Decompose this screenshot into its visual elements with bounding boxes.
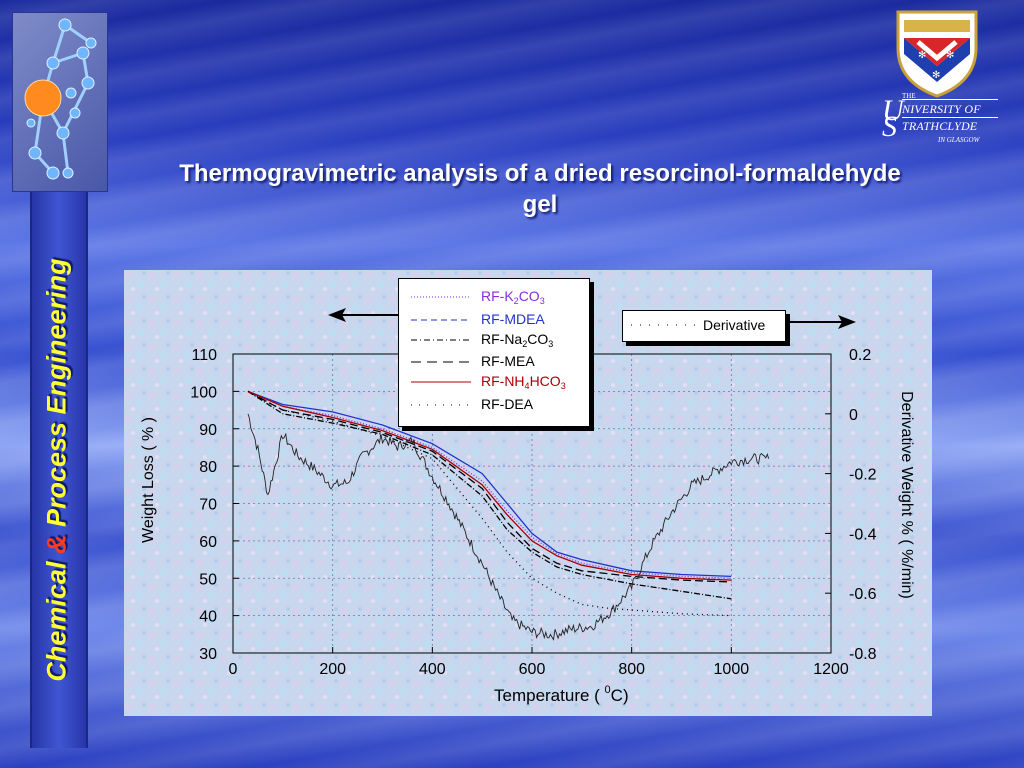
- university-line2: TRATHCLYDE: [902, 119, 978, 133]
- tga-chart: 0 200 400 600 800 1000 1200 30 40 50 60 70 80 90 100 11…: [124, 270, 932, 716]
- y2-tick-label: -0.6: [849, 586, 877, 603]
- series-line: [247, 390, 732, 579]
- y-tick-label: 30: [199, 646, 217, 663]
- side-label-part1: Chemical: [41, 554, 72, 682]
- left-arrow-icon: [328, 308, 402, 322]
- legend-item: RF-Na2CO3: [407, 330, 587, 350]
- y-tick-label: 110: [191, 347, 217, 364]
- legend-label: RF-MDEA: [481, 311, 545, 327]
- y2-tick-label: 0.2: [849, 347, 871, 364]
- y-tick-label: 90: [199, 422, 217, 439]
- y-tick-label: 80: [199, 459, 217, 476]
- y2-tick-label: 0: [849, 407, 858, 424]
- molecule-logo: [12, 12, 108, 192]
- right-arrow-icon: [788, 315, 856, 329]
- series-line: [247, 390, 732, 583]
- university-the: THE: [902, 92, 916, 100]
- legend-label: RF-Na2CO3: [481, 331, 554, 349]
- series-line: [247, 390, 732, 600]
- legend-item: RF-NH4HCO3: [407, 372, 587, 392]
- x-tick-label: 1000: [714, 661, 750, 678]
- x-tick-label: 0: [229, 661, 238, 678]
- svg-text:✻: ✻: [918, 50, 926, 61]
- side-label-part2: Process Engineering: [41, 258, 72, 535]
- derivative-legend-line: [631, 324, 701, 326]
- university-initial-s: S: [882, 110, 897, 143]
- svg-text:✻: ✻: [946, 50, 954, 61]
- legend-line-swatch: [411, 404, 471, 406]
- legend-item: RF-DEA: [407, 395, 587, 415]
- x-tick-label: 800: [618, 661, 645, 678]
- x-tick-label: 1200: [813, 661, 849, 678]
- legend-line-swatch: [411, 361, 471, 363]
- series-lines: [247, 390, 770, 641]
- university-initial-u: U: [882, 94, 904, 127]
- university-line3: IN GLASGOW: [938, 136, 980, 144]
- legend-label: RF-K2CO3: [481, 288, 545, 306]
- y2-tick-label: -0.8: [849, 646, 877, 663]
- legend: RF-K2CO3 RF-MDEA RF-Na2CO3 RF-MEA RF-NH4HCO3…: [398, 278, 590, 427]
- y2-tick-label: -0.4: [849, 526, 877, 543]
- chart-canvas: 0 200 400 600 800 1000 1200 30 40 50 60 70 80 90 100 11…: [124, 270, 932, 716]
- legend-item: RF-MEA: [407, 352, 587, 372]
- derivative-legend: Derivative: [622, 310, 786, 342]
- y-tick-label: 40: [199, 609, 217, 626]
- y-tick-label: 100: [190, 384, 217, 401]
- legend-line-swatch: [411, 296, 471, 298]
- slide-title: Thermogravimetric analysis of a dried re…: [179, 160, 901, 218]
- series-line: [247, 390, 732, 581]
- x-tick-label: 600: [519, 661, 546, 678]
- series-line: [247, 390, 732, 578]
- svg-text:✻: ✻: [932, 70, 940, 81]
- legend-label: RF-NH4HCO3: [481, 373, 566, 391]
- y-tick-label: 60: [199, 534, 217, 551]
- legend-line-swatch: [411, 319, 471, 321]
- derivative-legend-label: Derivative: [703, 317, 766, 333]
- legend-item: RF-K2CO3: [407, 287, 587, 307]
- series-line: [247, 413, 770, 641]
- axes: 0 200 400 600 800 1000 1200 30 40 50 60 70 80 90 100 11…: [190, 347, 876, 678]
- university-crest-icon: ✻ ✻ ✻: [896, 10, 978, 98]
- side-label-ampersand: &: [41, 534, 72, 555]
- university-line1: NIVERSITY OF: [902, 102, 981, 116]
- legend-item: RF-MDEA: [407, 310, 587, 330]
- side-band: [30, 192, 88, 748]
- side-label: Chemical & Process Engineering: [42, 258, 73, 681]
- university-wordmark: THE U NIVERSITY OF S TRATHCLYDE IN GLASG…: [872, 92, 1002, 148]
- y-axis-label: Weight Loss ( % ): [140, 417, 157, 543]
- y2-axis-label: Derivative Weight % ( %/min): [898, 391, 915, 599]
- y-tick-label: 50: [199, 571, 217, 588]
- x-tick-label: 400: [419, 661, 446, 678]
- x-tick-label: 200: [319, 661, 346, 678]
- x-axis-label: Temperature ( 0C): [494, 684, 629, 705]
- series-line: [247, 390, 732, 617]
- legend-label: RF-MEA: [481, 353, 535, 369]
- y2-tick-label: -0.2: [849, 467, 877, 484]
- legend-line-swatch: [411, 381, 471, 383]
- legend-line-swatch: [411, 339, 471, 341]
- legend-label: RF-DEA: [481, 396, 534, 412]
- y-tick-label: 70: [199, 497, 217, 514]
